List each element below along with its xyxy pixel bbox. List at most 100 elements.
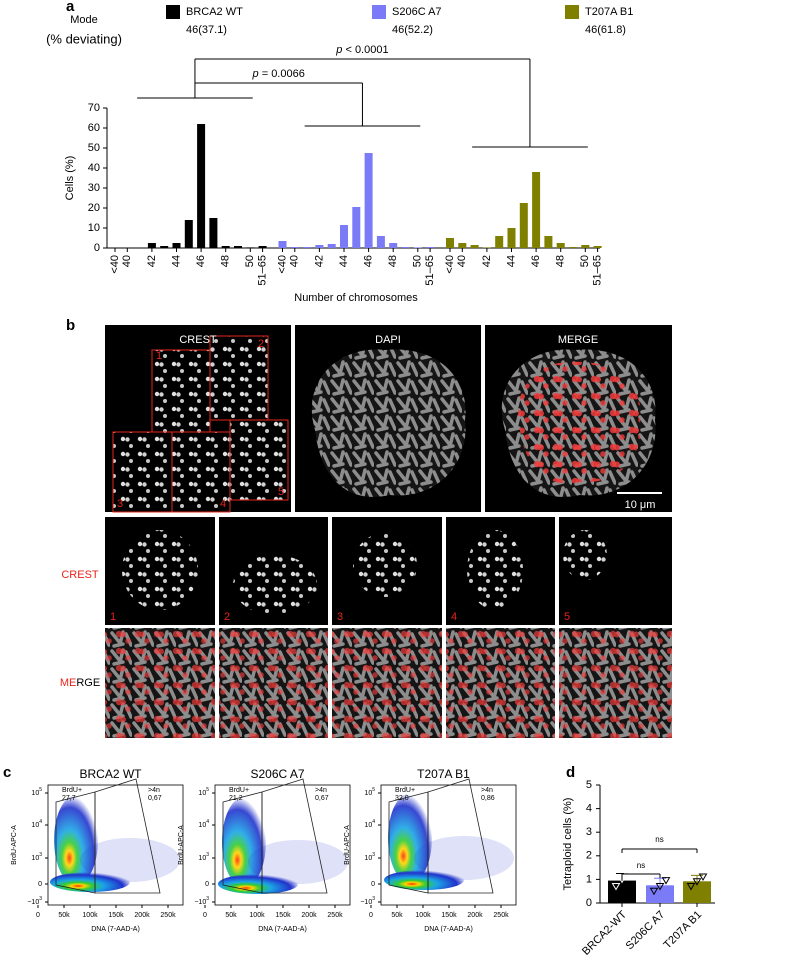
data-point	[623, 872, 633, 880]
gate	[94, 778, 161, 894]
y-tick-label: 70	[88, 102, 100, 114]
region-label: 2	[258, 338, 264, 350]
row-label-part: ME	[60, 677, 77, 689]
bar	[581, 245, 590, 248]
y-tick-label: 104	[198, 819, 209, 829]
y-axis-label: BrdU-APC-A	[11, 825, 18, 865]
x-tick-label: 51–65	[257, 255, 269, 286]
bar	[593, 246, 602, 248]
channel-label: MERGE	[558, 334, 598, 346]
y-tick-label: −103	[360, 896, 375, 906]
x-tick-label: 40	[121, 255, 133, 267]
data-point	[661, 877, 671, 885]
bar	[290, 247, 299, 248]
y-tick-label: 30	[88, 182, 100, 194]
x-tick-label: 200k	[301, 912, 317, 919]
x-tick-label: 0	[203, 912, 207, 919]
bar	[160, 246, 169, 248]
bar	[401, 247, 410, 248]
x-tick-label: 50k	[391, 912, 403, 919]
data-point	[611, 882, 621, 891]
y-tick-label: 2	[586, 850, 592, 862]
tick-base: −10	[27, 899, 39, 906]
y-tick-label: 103	[364, 852, 375, 862]
gate-name: BrdU+	[395, 787, 415, 794]
region-box	[151, 349, 211, 435]
data-point	[692, 878, 702, 886]
significance-label: ns	[637, 861, 645, 870]
bar	[221, 246, 230, 248]
gate-name: BrdU+	[229, 787, 249, 794]
centromere-signal	[353, 533, 417, 597]
x-tick-label: 50	[412, 255, 424, 267]
p-value: = 0.0066	[259, 68, 305, 80]
x-tick-label: 50k	[225, 912, 237, 919]
x-tick-label: 44	[338, 255, 350, 267]
x-axis-label: Number of chromosomes	[294, 292, 418, 304]
x-tick-label: 250k	[493, 912, 509, 919]
chromosome-spread	[311, 349, 466, 497]
legend-label: T207A B1	[585, 6, 633, 18]
tick-base: 10	[198, 790, 206, 797]
gate	[427, 778, 494, 894]
row-label-part: RGE	[76, 677, 100, 689]
error-bar	[654, 877, 666, 886]
x-tick-label: 200k	[134, 912, 150, 919]
x-tick-label: <40	[276, 255, 288, 274]
bar	[646, 885, 674, 903]
bar	[303, 247, 312, 248]
x-tick-label: BRCA2-WT	[580, 908, 629, 957]
x-tick-label: 100k	[415, 912, 431, 919]
tick-exponent: 3	[39, 852, 42, 858]
significance-label: p = 0.0066	[252, 68, 305, 80]
x-tick-label: 40	[456, 255, 468, 267]
bar	[147, 243, 156, 248]
legend-swatch	[372, 5, 386, 19]
tick-base: 10	[31, 822, 39, 829]
y-tick-label: 1	[586, 873, 592, 885]
gate-value: 0,67	[148, 795, 162, 802]
x-tick-label: 150k	[108, 912, 124, 919]
gate-name: BrdU+	[62, 787, 82, 794]
plot-title: S206C A7	[250, 767, 304, 781]
bar	[197, 124, 206, 248]
tick-exponent: 4	[206, 819, 209, 825]
bar	[327, 244, 336, 248]
x-tick-label: 46	[530, 255, 542, 267]
bar	[258, 246, 267, 248]
y-axis-label: Cells (%)	[64, 156, 76, 201]
tick-exponent: 3	[372, 852, 375, 858]
micrograph-row	[105, 628, 672, 738]
row-label: MERGE	[60, 677, 100, 689]
x-tick-label: 50k	[58, 912, 70, 919]
tick-base: 10	[31, 790, 39, 797]
x-tick-label: 42	[313, 255, 325, 267]
micrograph-row: 1 2 3 4 5	[105, 517, 672, 625]
bar	[683, 881, 711, 903]
data-point	[686, 882, 696, 891]
y-tick-label: 104	[364, 819, 375, 829]
x-tick-label: 46	[363, 255, 375, 267]
centromere-signal	[518, 361, 641, 484]
region-label: 5	[278, 486, 284, 498]
region-label: 1	[156, 350, 162, 362]
bar	[569, 247, 577, 248]
bar	[544, 236, 553, 248]
x-tick-label: <40	[444, 255, 456, 274]
plot-title: BRCA2 WT	[79, 767, 142, 781]
legend-note: 46(52.2)	[392, 24, 433, 36]
density-cloud	[384, 793, 514, 890]
x-tick-label: 40	[289, 255, 301, 267]
tick-base: 10	[31, 855, 39, 862]
bar	[340, 225, 348, 248]
x-tick-label: 44	[170, 255, 182, 267]
tick-base: 10	[198, 822, 206, 829]
tick-exponent: 5	[372, 787, 375, 793]
region-box	[171, 431, 231, 513]
tick-exponent: 3	[206, 852, 209, 858]
centromere-signal	[219, 628, 328, 738]
region-box	[209, 335, 269, 421]
bar	[184, 220, 193, 248]
x-tick-label: 51–65	[592, 255, 604, 286]
